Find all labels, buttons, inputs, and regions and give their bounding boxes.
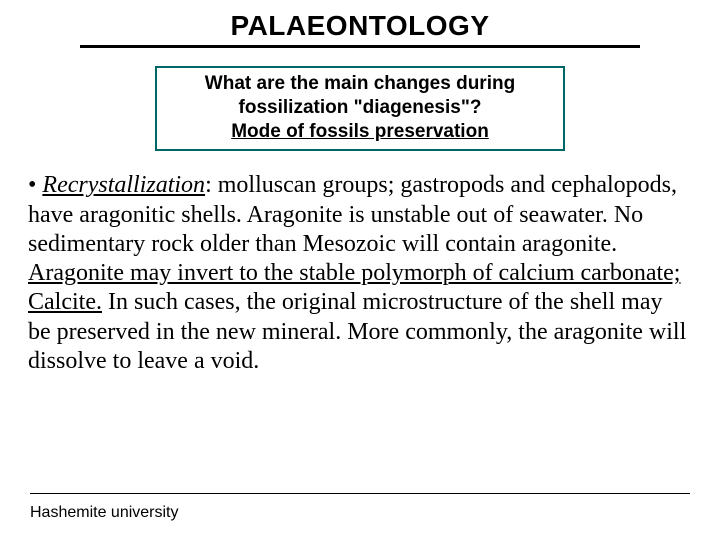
body-term: Recrystallization (42, 172, 205, 198)
title-area: PALAEONTOLOGY (0, 0, 720, 48)
bullet: • (28, 172, 36, 198)
question-line-2: fossilization "diagenesis"? (163, 96, 557, 120)
question-box: What are the main changes during fossili… (155, 66, 565, 151)
body-text: • Recrystallization: molluscan groups; g… (28, 171, 690, 376)
question-line-1: What are the main changes during (163, 72, 557, 96)
footer-ruler (30, 493, 690, 494)
footer-text: Hashemite university (30, 504, 179, 522)
body-sep: : (205, 172, 218, 198)
question-line-3: Mode of fossils preservation (163, 120, 557, 144)
page-title: PALAEONTOLOGY (0, 10, 720, 42)
title-underline (80, 45, 640, 48)
body-after-emph: In such cases, the original microstructu… (28, 289, 686, 374)
